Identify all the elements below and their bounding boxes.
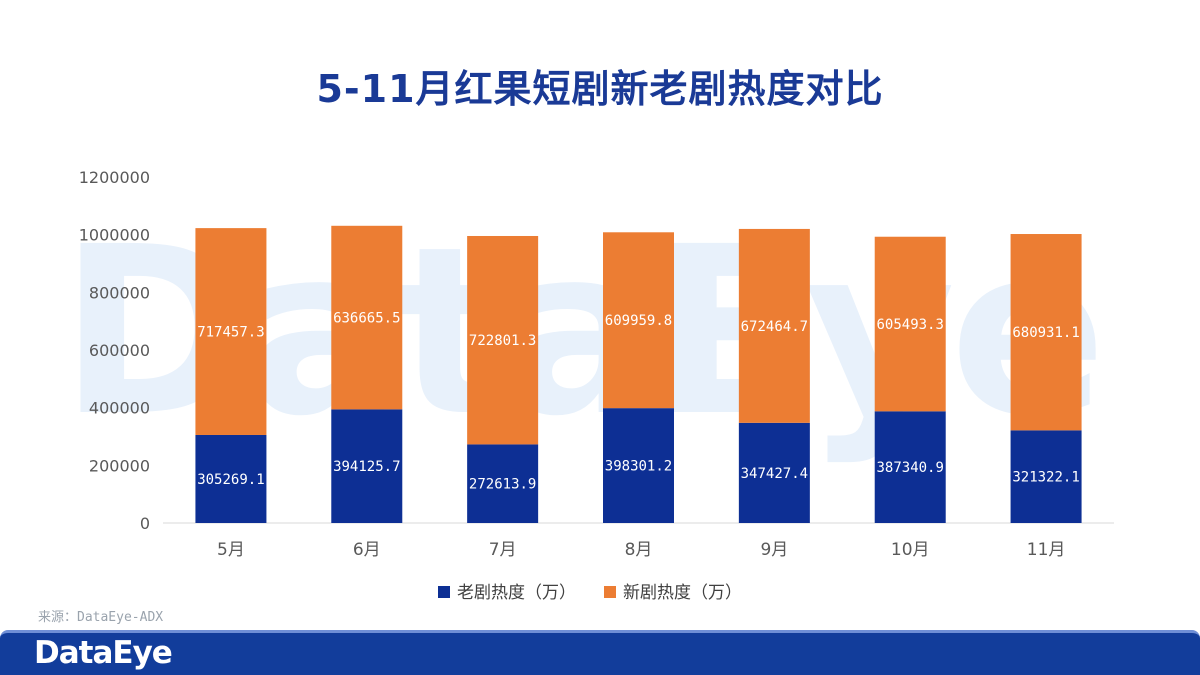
footer-band: DataEye <box>0 630 1200 675</box>
data-label-new: 722801.3 <box>469 333 536 349</box>
x-axis: 5月 6月 7月 8月 9月 10月 11月 <box>217 540 1065 560</box>
bar-new <box>603 232 674 409</box>
bar-old <box>603 408 674 523</box>
bar-old <box>195 434 267 523</box>
data-label-new: 605493.3 <box>876 317 943 333</box>
data-label-new: 672464.7 <box>741 319 808 335</box>
y-tick-label: 800000 <box>89 283 150 302</box>
x-tick-label: 11月 <box>1027 540 1066 560</box>
y-tick-label: 1200000 <box>79 168 150 187</box>
data-label-old: 305269.1 <box>197 472 264 488</box>
x-tick-label: 5月 <box>217 540 245 560</box>
chart-title: 5-11月红果短剧新老剧热度对比 <box>316 67 884 111</box>
x-tick-label: 9月 <box>760 540 788 560</box>
bar-old <box>738 422 810 523</box>
bar-new <box>195 228 267 435</box>
bar-new <box>874 236 946 412</box>
legend-label-old: 老剧热度（万） <box>457 583 576 603</box>
bar-new <box>1010 234 1082 431</box>
bar-old <box>1010 430 1082 523</box>
data-label-new: 609959.8 <box>605 313 672 329</box>
y-tick-label: 1000000 <box>79 226 150 245</box>
y-tick-label: 200000 <box>89 456 150 475</box>
data-label-old: 321322.1 <box>1012 470 1079 486</box>
data-label-new: 717457.3 <box>197 325 264 341</box>
bars <box>195 225 1082 523</box>
data-label-new: 636665.5 <box>333 311 400 327</box>
bar-old <box>874 411 946 523</box>
bar-new <box>467 235 539 445</box>
bar-old <box>467 444 539 523</box>
x-tick-label: 8月 <box>625 540 653 560</box>
x-tick-label: 7月 <box>489 540 517 560</box>
legend: 老剧热度（万） 新剧热度（万） <box>438 583 742 603</box>
bar-labels: 305269.1 717457.3 394125.7 636665.5 272613.9… <box>197 311 1080 493</box>
source-note: 来源：DataEye-ADX <box>38 610 164 625</box>
y-tick-label: 400000 <box>89 399 150 418</box>
legend-swatch-new <box>604 586 616 598</box>
data-label-old: 387340.9 <box>876 460 943 476</box>
y-axis: 0 200000 400000 600000 800000 1000000 1200000 <box>79 168 150 533</box>
data-label-old: 394125.7 <box>333 459 400 475</box>
data-label-new: 680931.1 <box>1012 325 1079 341</box>
x-tick-label: 10月 <box>891 540 930 560</box>
chart: DataEye 02000004000006000008000001000000… <box>59 168 1114 603</box>
y-tick-label: 0 <box>140 514 150 533</box>
footer-logo: DataEye <box>34 635 173 671</box>
data-label-old: 272613.9 <box>469 477 536 493</box>
bar-old <box>331 409 403 523</box>
bar-new <box>331 225 403 410</box>
data-label-old: 347427.4 <box>741 466 808 482</box>
data-label-old: 398301.2 <box>605 459 672 475</box>
legend-swatch-old <box>438 586 450 598</box>
bar-new <box>738 228 810 423</box>
x-tick-label: 6月 <box>353 540 381 560</box>
legend-label-new: 新剧热度（万） <box>623 583 742 603</box>
y-tick-label: 600000 <box>89 341 150 360</box>
